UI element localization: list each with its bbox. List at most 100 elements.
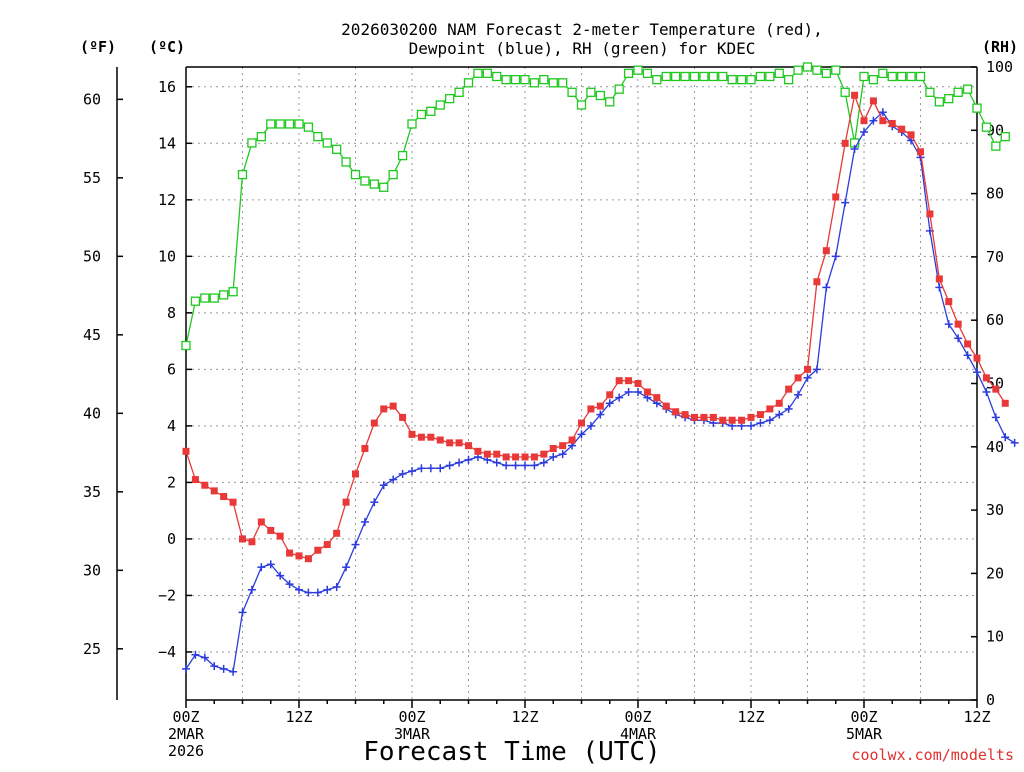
rh-point [633,65,643,75]
rh-point [840,87,850,97]
x-tick-date-label: 5MAR [846,725,883,743]
rh-tick-label: 30 [986,501,1004,519]
rh-point [586,87,596,97]
dewpoint-point [342,563,351,572]
temperature-point [568,436,576,444]
temperature-point [229,498,237,506]
rh-point [200,293,210,303]
rh-series-line [185,66,1006,346]
x-tick-date-label: 3MAR [394,725,431,743]
dewpoint-point [313,588,322,597]
dewpoint-point [200,653,209,662]
dewpoint-point [238,608,247,617]
temperature-point [559,442,567,450]
temperature-point [775,399,783,407]
rh-point [623,68,634,78]
temperature-point [832,193,840,201]
rh-point [671,71,681,82]
rh-point [944,94,954,104]
x-tick-label: 00Z [172,708,199,726]
rh-point [802,62,813,72]
dewpoint-point [370,498,379,507]
dewpoint-point [398,469,407,478]
rh-point [520,75,530,85]
rh-point [256,131,266,142]
celsius-tick-label: 2 [167,473,176,491]
temperature-point [248,538,256,546]
temperature-point [342,498,350,506]
celsius-tick-label: 8 [167,304,176,322]
temperature-point [417,433,425,441]
rh-point [680,71,690,82]
dewpoint-point [1001,433,1010,442]
rh-point [765,71,775,82]
dewpoint-point [229,667,238,676]
dewpoint-point [549,452,558,461]
x-tick-label: 12Z [511,708,538,726]
dewpoint-point [775,410,784,419]
rh-point [388,169,398,180]
rh-point [416,109,427,120]
rh-point [991,141,1001,151]
dewpoint-point [935,283,944,292]
rh-point [463,78,474,88]
rh-tick-label: 50 [986,375,1004,393]
temperature-point [643,388,651,396]
rh-point [972,103,982,113]
temperature-point [653,394,661,402]
rh-point [953,87,963,97]
temperature-point [314,546,322,554]
temperature-point [804,365,811,373]
rh-point [379,182,389,192]
temperature-point [907,131,915,139]
temperature-point [917,148,924,156]
fahrenheit-tick-label: 50 [83,247,101,265]
rh-point [793,65,803,75]
temperature-point [399,413,407,421]
temperature-point [220,493,228,501]
temperature-point [794,374,802,382]
temperature-point [446,439,454,447]
fahrenheit-tick-label: 40 [83,404,101,422]
temperature-point [662,402,670,410]
rh-point [558,78,568,88]
rh-point [360,176,370,186]
rh-point [812,65,822,75]
dewpoint-point [624,387,633,396]
dewpoint-point [784,404,793,413]
temperature-point [370,419,378,427]
dewpoint-point [521,461,529,470]
temperature-point [267,526,275,534]
x-tick-label: 00Z [624,708,651,726]
dewpoint-point [295,585,303,594]
temperature-point [436,436,444,444]
dewpoint-point [511,461,520,470]
temperature-point [851,91,859,99]
temperature-point [578,419,585,427]
rh-point [897,71,907,82]
rh-point [209,293,219,303]
temperature-point [973,354,981,362]
temperature-point [756,411,764,419]
temperature-point [926,210,934,218]
rh-point [915,71,926,82]
rh-point [266,119,276,129]
dewpoint-point [502,461,511,470]
temperature-point [276,532,284,540]
dewpoint-point [1010,438,1019,447]
dewpoint-point [822,283,831,292]
dewpoint-point [860,127,868,136]
dewpoint-point [436,464,445,473]
temperature-point [540,450,548,458]
dewpoint-point [831,252,840,261]
rh-point [228,287,238,297]
rh-point [322,138,332,148]
rh-point [350,169,361,180]
dewpoint-point [351,540,360,549]
rh-point [887,71,897,82]
temperature-point [286,549,294,557]
dewpoint-point [765,416,774,425]
temperature-point [888,120,896,128]
rh-point [567,87,577,97]
temperature-point [427,433,435,441]
